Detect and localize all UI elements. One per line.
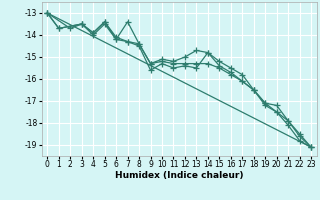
- X-axis label: Humidex (Indice chaleur): Humidex (Indice chaleur): [115, 171, 244, 180]
